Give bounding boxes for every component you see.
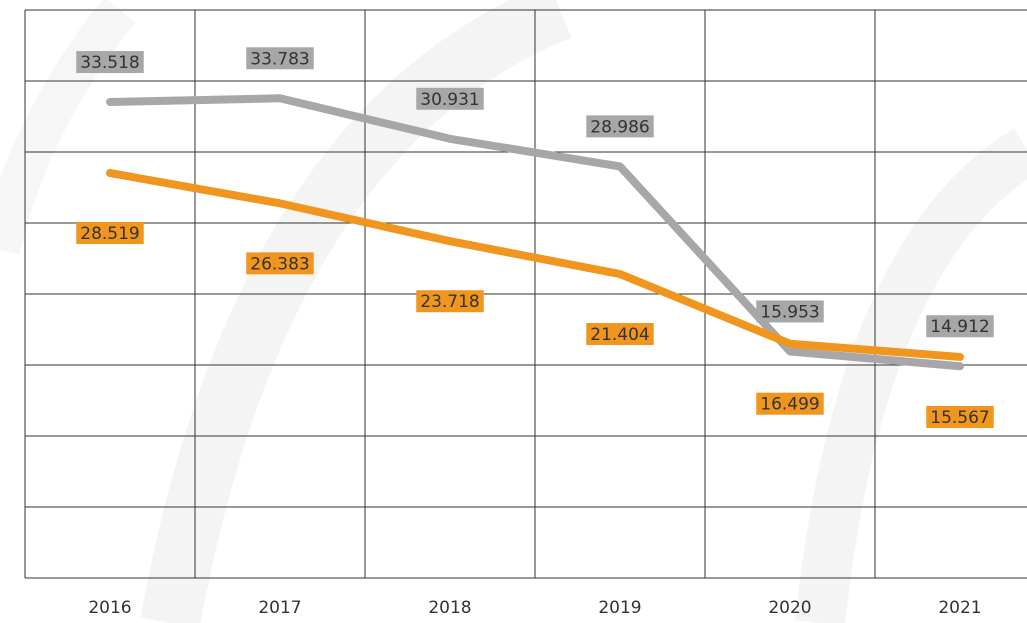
background-arc [0, 0, 136, 255]
data-label-box [246, 252, 314, 275]
x-tick-label: 2017 [258, 598, 301, 618]
data-label: 30.931 [420, 90, 479, 110]
data-label-box [756, 392, 824, 415]
data-label: 23.718 [420, 292, 479, 312]
series-line [106, 94, 964, 371]
data-label-box [926, 405, 994, 428]
data-label: 26.383 [250, 254, 309, 274]
data-label: 33.783 [250, 49, 309, 69]
data-label-box [586, 115, 654, 138]
data-label-box [926, 315, 994, 338]
data-label: 14.912 [930, 317, 989, 337]
series-line [106, 169, 964, 361]
x-tick-label: 2019 [598, 598, 641, 618]
data-label: 15.953 [760, 302, 819, 322]
data-label-box [416, 290, 484, 313]
data-label: 16.499 [760, 395, 819, 415]
data-label-box [416, 87, 484, 110]
data-label: 15.567 [930, 408, 989, 428]
data-label-box [246, 47, 314, 70]
background-arc [795, 128, 1027, 623]
x-tick-label: 2021 [938, 598, 981, 618]
x-tick-label: 2018 [428, 598, 471, 618]
data-label: 28.986 [590, 117, 649, 137]
data-label: 21.404 [590, 325, 649, 345]
data-label: 28.519 [80, 224, 139, 244]
x-tick-label: 2020 [768, 598, 811, 618]
data-label-box [76, 222, 144, 245]
data-label-box [756, 300, 824, 323]
data-label-box [76, 51, 144, 74]
data-label: 33.518 [80, 53, 139, 73]
x-tick-label: 2016 [88, 598, 131, 618]
data-label-box [586, 323, 654, 346]
